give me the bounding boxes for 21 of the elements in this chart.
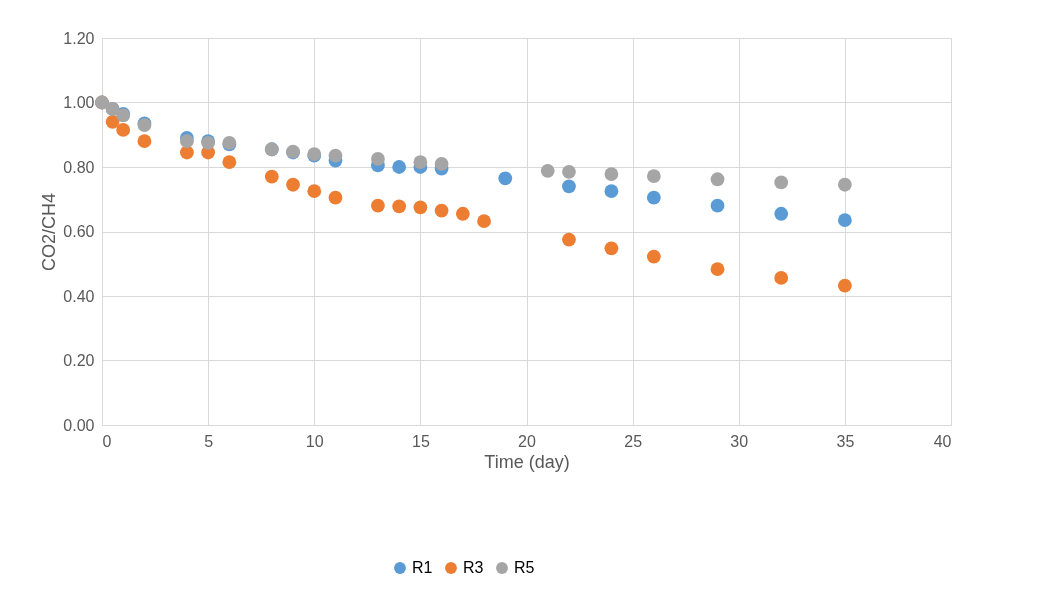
legend-label: R1	[412, 559, 433, 576]
y-tick-label: 0.00	[63, 416, 95, 434]
y-tick-label: 0.40	[63, 287, 95, 305]
x-axis-title: Time (day)	[484, 451, 570, 472]
x-tick-label: 20	[518, 432, 536, 450]
x-tick-label: 10	[305, 432, 324, 450]
x-tick-label: 5	[204, 432, 214, 450]
y-tick-label: 0.20	[63, 352, 95, 369]
y-tick-label: 1.20	[63, 29, 95, 47]
y-tick-label: 0.60	[63, 223, 95, 240]
y-tick-label: 1.00	[63, 94, 95, 111]
x-tick-label: 25	[624, 432, 643, 450]
x-tick-label: 35	[836, 432, 855, 450]
y-axis-title: CO2/CH4	[39, 192, 60, 272]
x-tick-label: 15	[411, 432, 430, 450]
legend-label: R3	[463, 559, 484, 576]
legend-label: R5	[514, 559, 535, 576]
x-tick-label: 40	[933, 432, 952, 450]
x-tick-label: 30	[730, 432, 749, 450]
x-tick-label: 0	[102, 432, 112, 450]
y-tick-label: 0.80	[63, 158, 95, 176]
